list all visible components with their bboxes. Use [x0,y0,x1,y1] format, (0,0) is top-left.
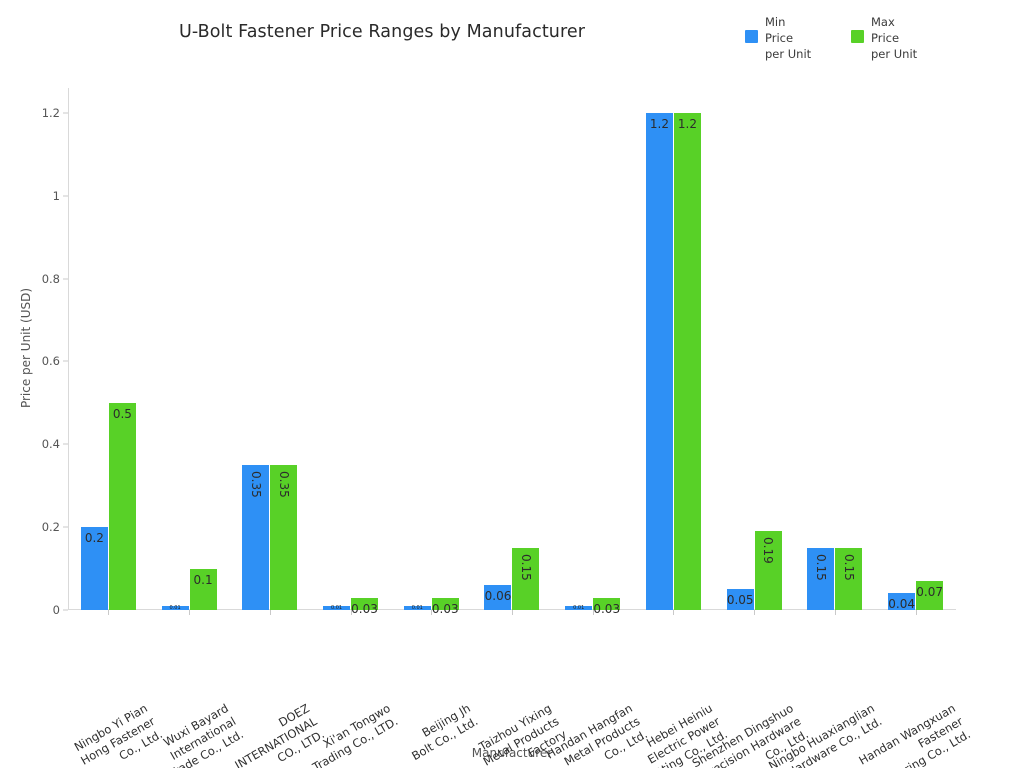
bar-group: 0.04 0.07 [875,88,956,615]
bar-value-label: 0.35 [276,471,291,498]
bar-value-label: 0.15 [841,553,856,581]
bar-group: 0.01 0.03 [310,88,391,616]
plot-area: Price per Unit (USD) Manufacturer 0 0.2 0.… [19,88,972,768]
y-axis-tick-label: 1 [52,188,60,203]
bar-value-label: 0.01 [573,604,585,611]
bar-max-price[interactable]: 0.1 [189,568,217,610]
y-axis-tick-mark [63,443,68,445]
plot-background [68,88,956,610]
legend-label-min-price: Min Price per Unit [765,15,812,61]
bar-group: 0.2 0.5 [68,88,149,615]
bar-max-price[interactable]: 0.03 [351,597,379,616]
bar-min-price[interactable]: 0.01 [565,604,593,611]
chart-title: U-Bolt Fastener Price Ranges by Manufact… [178,22,586,42]
bar-value-label: 0.01 [411,604,423,611]
legend-label-max-price: Max Price per Unit [871,15,918,61]
bar-value-label: 0.01 [169,604,181,611]
bar-min-price[interactable]: 0.01 [161,604,189,611]
bar-group: 1.2 1.2 [633,88,714,615]
x-axis-line [68,609,956,610]
bar-min-price[interactable]: 0.06 [484,585,512,610]
bar-max-price[interactable]: 0.15 [512,547,540,610]
bar-value-label: 0.05 [726,593,754,608]
bar-max-price[interactable]: 0.15 [835,547,863,610]
bar-max-price[interactable]: 0.03 [431,597,459,616]
y-axis-tick-mark [63,278,68,280]
y-axis-tick-label: 0.2 [41,520,60,535]
bar-group: 0.01 0.03 [552,88,633,616]
y-axis-tick-mark [63,609,68,611]
y-axis-tick-mark [63,360,68,362]
bar-max-price[interactable]: 1.2 [673,112,701,610]
y-axis-tick-mark [63,195,68,197]
bar-value-label: 0.35 [248,471,263,498]
bar-min-price[interactable]: 0.2 [80,527,108,610]
bar-group: 0.01 0.1 [149,88,230,615]
y-axis-tick-label: 0 [52,603,60,617]
bar-group: 0.35 0.35 [229,88,310,615]
bar-value-label: 0.15 [813,553,828,581]
bar-group: 0.15 0.15 [795,88,876,615]
y-axis-tick-label: 0.4 [41,437,60,452]
bar-value-label: 0.03 [593,601,621,616]
legend-item-min-price[interactable]: Min Price per Unit [745,14,823,62]
chart-legend: Min Price per Unit Max Price per Unit [745,14,929,62]
x-axis-tick-mark [511,610,513,615]
y-axis-tick-label: 0.8 [41,271,60,286]
bar-value-label: 0.2 [84,531,104,546]
y-axis-tick-mark [63,112,68,114]
y-axis-line [68,88,69,610]
bar-value-label: 0.15 [518,553,533,581]
x-axis-tick-mark [350,610,352,615]
x-axis-tick-mark [108,610,110,615]
x-axis-tick-mark [269,610,271,615]
legend-swatch-min-price [745,30,758,43]
bar-max-price[interactable]: 0.19 [754,531,782,610]
x-axis-tick-mark [915,610,917,615]
bar-max-price[interactable]: 0.35 [270,465,298,610]
bar-value-label: 0.19 [761,537,776,565]
bar-max-price[interactable]: 0.07 [916,581,944,610]
bar-value-label: 0.03 [351,601,378,616]
bar-min-price[interactable]: 0.05 [726,589,754,610]
bar-value-label: 1.2 [677,116,697,131]
bar-value-label: 0.04 [888,597,915,612]
y-axis-title: Price per Unit (USD) [19,287,33,409]
bar-value-label: 0.03 [431,601,459,616]
y-axis-tick-mark [63,526,68,528]
x-axis-tick-mark [673,610,675,615]
bar-max-price[interactable]: 0.5 [108,402,136,610]
x-axis-tick-mark [189,610,191,615]
bar-value-label: 0.07 [916,585,943,599]
bar-min-price[interactable]: 1.2 [645,112,673,610]
legend-swatch-max-price [851,30,864,43]
bar-min-price[interactable]: 0.15 [807,547,835,610]
bar-max-price[interactable]: 0.03 [593,597,621,616]
bar-group: 0.06 0.15 [472,88,553,615]
bar-value-label: 0.01 [330,604,343,611]
x-axis-tick-mark [592,610,594,615]
bar-group: 0.01 0.03 [391,88,472,616]
bar-min-price[interactable]: 0.01 [403,604,431,611]
bar-min-price[interactable]: 0.04 [888,593,916,612]
x-axis-tick-mark [431,610,433,615]
y-axis-tick-label: 1.2 [41,105,60,120]
bar-min-price[interactable]: 0.01 [323,604,351,611]
bar-min-price[interactable]: 0.35 [242,465,270,610]
bar-group: 0.05 0.19 [714,88,795,615]
bar-value-label: 0.06 [484,589,512,604]
bar-value-label: 0.1 [193,572,213,587]
x-axis-tick-mark [834,610,836,615]
x-axis-title: Manufacturer [471,746,553,760]
bar-value-label: 0.5 [112,406,132,421]
x-axis-tick-mark [754,610,756,615]
y-axis-tick-label: 0.6 [41,354,60,369]
bar-value-label: 1.2 [649,116,669,131]
legend-item-max-price[interactable]: Max Price per Unit [851,14,929,62]
